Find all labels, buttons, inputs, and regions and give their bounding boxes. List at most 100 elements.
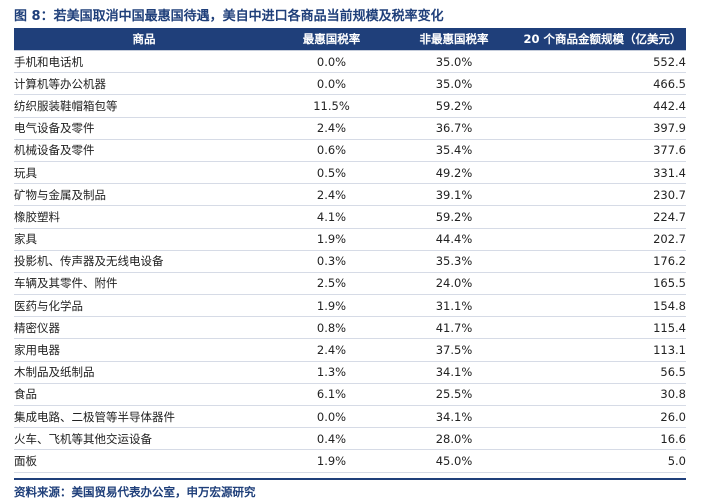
- import-value-cell: 176.2: [519, 250, 686, 273]
- non-mfn-rate-cell: 25.5%: [389, 383, 519, 407]
- product-name-cell: 车辆及其零件、附件: [14, 272, 274, 296]
- non-mfn-rate-cell: 39.1%: [389, 183, 519, 207]
- table-row: 玩具 0.5% 49.2% 331.4: [14, 161, 686, 185]
- mfn-rate-cell: 1.9%: [274, 228, 389, 251]
- mfn-rate-cell: 2.4%: [274, 338, 389, 362]
- mfn-rate-cell: 1.9%: [274, 449, 389, 473]
- import-value-cell: 16.6: [519, 427, 686, 451]
- product-name-cell: 家具: [14, 228, 274, 251]
- product-name-cell: 面板: [14, 449, 274, 473]
- import-value-cell: 466.5: [519, 72, 686, 96]
- non-mfn-rate-cell: 37.5%: [389, 338, 519, 362]
- table-row: 集成电路、二极管等半导体器件 0.0% 34.1% 26.0: [14, 405, 686, 429]
- import-value-cell: 113.1: [519, 338, 686, 362]
- product-name-cell: 医药与化学品: [14, 294, 274, 318]
- table-row: 家用电器 2.4% 37.5% 113.1: [14, 338, 686, 362]
- import-value-cell: 5.0: [519, 449, 686, 473]
- mfn-rate-cell: 0.0%: [274, 405, 389, 429]
- import-value-cell: 224.7: [519, 205, 686, 229]
- table-row: 火车、飞机等其他交运设备 0.4% 28.0% 16.6: [14, 427, 686, 451]
- figure-title: 图 8：若美国取消中国最惠国待遇，美自中进口各商品当前规模及税率变化: [14, 9, 444, 24]
- mfn-rate-cell: 0.3%: [274, 250, 389, 273]
- non-mfn-rate-cell: 35.0%: [389, 72, 519, 96]
- mfn-rate-cell: 0.6%: [274, 139, 389, 162]
- import-value-cell: 154.8: [519, 294, 686, 318]
- table-row: 矿物与金属及制品 2.4% 39.1% 230.7: [14, 183, 686, 207]
- non-mfn-rate-cell: 45.0%: [389, 449, 519, 473]
- figure: 图 8：若美国取消中国最惠国待遇，美自中进口各商品当前规模及税率变化 商品 最惠…: [14, 6, 686, 473]
- header-non-mfn-rate: 非最惠国税率: [389, 28, 519, 51]
- product-name-cell: 集成电路、二极管等半导体器件: [14, 405, 274, 429]
- table-row: 橡胶塑料 4.1% 59.2% 224.7: [14, 205, 686, 229]
- table-row: 木制品及纸制品 1.3% 34.1% 56.5: [14, 361, 686, 384]
- product-name-cell: 橡胶塑料: [14, 205, 274, 229]
- mfn-rate-cell: 0.5%: [274, 161, 389, 185]
- table-row: 精密仪器 0.8% 41.7% 115.4: [14, 316, 686, 340]
- mfn-rate-cell: 1.9%: [274, 294, 389, 318]
- import-value-cell: 397.9: [519, 117, 686, 140]
- product-name-cell: 木制品及纸制品: [14, 361, 274, 384]
- product-name-cell: 计算机等办公机器: [14, 72, 274, 96]
- non-mfn-rate-cell: 35.4%: [389, 139, 519, 162]
- non-mfn-rate-cell: 59.2%: [389, 94, 519, 118]
- non-mfn-rate-cell: 31.1%: [389, 294, 519, 318]
- product-name-cell: 火车、飞机等其他交运设备: [14, 427, 274, 451]
- table-row: 纺织服装鞋帽箱包等 11.5% 59.2% 442.4: [14, 94, 686, 118]
- import-value-cell: 377.6: [519, 139, 686, 162]
- mfn-rate-cell: 0.4%: [274, 427, 389, 451]
- table-row: 家具 1.9% 44.4% 202.7: [14, 228, 686, 251]
- import-value-cell: 56.5: [519, 361, 686, 384]
- mfn-rate-cell: 11.5%: [274, 94, 389, 118]
- product-name-cell: 机械设备及零件: [14, 139, 274, 162]
- header-mfn-rate: 最惠国税率: [274, 28, 389, 51]
- table-header-row: 商品 最惠国税率 非最惠国税率 20 个商品金额规模（亿美元）: [14, 28, 686, 51]
- import-value-cell: 331.4: [519, 161, 686, 185]
- mfn-rate-cell: 6.1%: [274, 383, 389, 407]
- non-mfn-rate-cell: 28.0%: [389, 427, 519, 451]
- product-name-cell: 食品: [14, 383, 274, 407]
- tariff-table: 商品 最惠国税率 非最惠国税率 20 个商品金额规模（亿美元） 手机和电话机 0.…: [14, 28, 686, 473]
- import-value-cell: 115.4: [519, 316, 686, 340]
- import-value-cell: 202.7: [519, 228, 686, 251]
- non-mfn-rate-cell: 59.2%: [389, 205, 519, 229]
- table-body: 手机和电话机 0.0% 35.0% 552.4 计算机等办公机器 0.0% 35.0% 466…: [14, 49, 686, 473]
- non-mfn-rate-cell: 34.1%: [389, 405, 519, 429]
- product-name-cell: 精密仪器: [14, 316, 274, 340]
- table-row: 机械设备及零件 0.6% 35.4% 377.6: [14, 139, 686, 162]
- mfn-rate-cell: 2.5%: [274, 272, 389, 296]
- import-value-cell: 552.4: [519, 49, 686, 74]
- import-value-cell: 30.8: [519, 383, 686, 407]
- product-name-cell: 玩具: [14, 161, 274, 185]
- table-row: 面板 1.9% 45.0% 5.0: [14, 449, 686, 473]
- table-row: 投影机、传声器及无线电设备 0.3% 35.3% 176.2: [14, 250, 686, 273]
- non-mfn-rate-cell: 49.2%: [389, 161, 519, 185]
- product-name-cell: 手机和电话机: [14, 49, 274, 74]
- non-mfn-rate-cell: 34.1%: [389, 361, 519, 384]
- product-name-cell: 纺织服装鞋帽箱包等: [14, 94, 274, 118]
- table-row: 计算机等办公机器 0.0% 35.0% 466.5: [14, 72, 686, 96]
- product-name-cell: 电气设备及零件: [14, 117, 274, 140]
- header-product: 商品: [14, 28, 274, 51]
- mfn-rate-cell: 0.8%: [274, 316, 389, 340]
- import-value-cell: 26.0: [519, 405, 686, 429]
- non-mfn-rate-cell: 35.3%: [389, 250, 519, 273]
- product-name-cell: 投影机、传声器及无线电设备: [14, 250, 274, 273]
- source-note: 资料来源：美国贸易代表办公室，申万宏源研究: [14, 478, 686, 500]
- header-import-value: 20 个商品金额规模（亿美元）: [519, 28, 686, 51]
- non-mfn-rate-cell: 41.7%: [389, 316, 519, 340]
- import-value-cell: 230.7: [519, 183, 686, 207]
- non-mfn-rate-cell: 24.0%: [389, 272, 519, 296]
- product-name-cell: 矿物与金属及制品: [14, 183, 274, 207]
- mfn-rate-cell: 2.4%: [274, 183, 389, 207]
- import-value-cell: 165.5: [519, 272, 686, 296]
- non-mfn-rate-cell: 44.4%: [389, 228, 519, 251]
- mfn-rate-cell: 4.1%: [274, 205, 389, 229]
- table-row: 电气设备及零件 2.4% 36.7% 397.9: [14, 117, 686, 140]
- non-mfn-rate-cell: 36.7%: [389, 117, 519, 140]
- table-row: 车辆及其零件、附件 2.5% 24.0% 165.5: [14, 272, 686, 296]
- mfn-rate-cell: 0.0%: [274, 49, 389, 74]
- import-value-cell: 442.4: [519, 94, 686, 118]
- non-mfn-rate-cell: 35.0%: [389, 49, 519, 74]
- product-name-cell: 家用电器: [14, 338, 274, 362]
- table-row: 手机和电话机 0.0% 35.0% 552.4: [14, 49, 686, 74]
